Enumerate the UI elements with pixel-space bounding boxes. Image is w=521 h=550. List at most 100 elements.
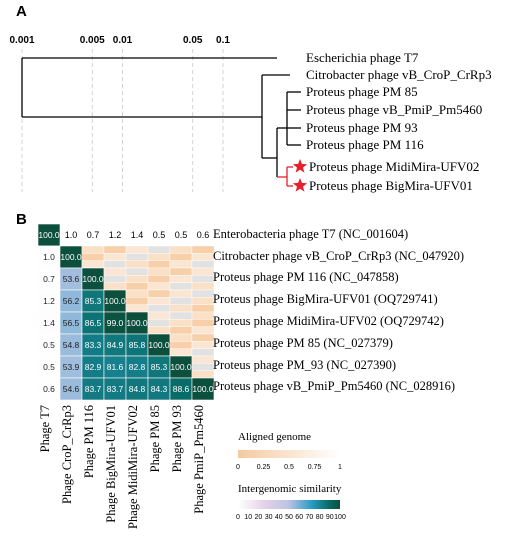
legend-similarity-tick: 40 xyxy=(275,514,283,521)
heatmap-cell-value: 86.5 xyxy=(85,318,102,328)
aligned-fraction-stripe xyxy=(169,245,193,254)
legend-similarity-tick: 80 xyxy=(316,514,324,521)
aligned-fraction-stripe xyxy=(169,267,193,276)
heatmap-cell-value: 100.0 xyxy=(192,384,214,394)
legend-similarity-colorbar xyxy=(238,500,340,509)
row-label: Citrobacter phage vB_CroP_CrRp3 (NC_0479… xyxy=(213,249,464,263)
aligned-fraction-stripe xyxy=(169,297,193,305)
heatmap-cell-value: 1.0 xyxy=(43,252,55,262)
aligned-fraction-stripe xyxy=(191,370,215,379)
heatmap-cell-value: 0.6 xyxy=(43,384,55,394)
heatmap-cell-value: 100.0 xyxy=(148,340,170,350)
heatmap-cell-value: 0.5 xyxy=(43,340,55,350)
aligned-fraction-stripe xyxy=(169,348,193,357)
heatmap-cell-value: 53.6 xyxy=(63,274,80,284)
heatmap-cell-value: 100.0 xyxy=(82,274,104,284)
heatmap-cell-value: 83.3 xyxy=(85,340,102,350)
aligned-fraction-stripe xyxy=(103,253,127,261)
row-label: Proteus phage MidiMira-UFV02 (OQ729742) xyxy=(213,314,444,328)
legend-aligned-ticks: 0 0.25 0.5 0.75 1 xyxy=(236,464,342,471)
heatmap-cell-value: 1.2 xyxy=(43,296,55,306)
aligned-fraction-stripe xyxy=(125,253,149,261)
row-label: Enterobacteria phage T7 (NC_001604) xyxy=(213,227,408,241)
aligned-fraction-stripe xyxy=(147,245,171,254)
aligned-fraction-stripe xyxy=(169,333,193,342)
aligned-fraction-stripe xyxy=(191,341,215,349)
scale-tick-label: 0.01 xyxy=(113,35,133,46)
legend-aligned-tick: 0.5 xyxy=(284,464,294,471)
aligned-fraction-stripe xyxy=(147,275,171,283)
heatmap-cell-value: 100.0 xyxy=(126,318,148,328)
panel-b-label: B xyxy=(16,211,27,228)
aligned-fraction-stripe xyxy=(81,260,105,269)
leaf-label-t7: Escherichia phage T7 xyxy=(306,50,419,65)
heatmap-cell-value: 84.9 xyxy=(107,340,124,350)
heatmap-cell-value: 56.5 xyxy=(63,318,80,328)
aligned-fraction-stripe xyxy=(191,245,215,254)
aligned-fraction-stripe xyxy=(191,311,215,320)
aligned-fraction-stripe xyxy=(169,289,193,298)
aligned-fraction-stripe xyxy=(125,282,149,291)
legend-similarity-tick: 100 xyxy=(334,514,346,521)
heatmap-cell-value: 83.7 xyxy=(85,384,102,394)
heatmap-cell-value: 88.6 xyxy=(173,384,190,394)
legend-aligned-tick: 0 xyxy=(236,464,240,471)
leaf-label-bigmira: Proteus phage BigMira-UFV01 xyxy=(309,178,473,193)
aligned-fraction-stripe xyxy=(81,245,105,254)
heatmap-top-row-values: 1.0 0.7 1.2 1.4 0.5 0.5 0.6 xyxy=(65,230,210,240)
aligned-fraction-stripe xyxy=(147,319,171,327)
aligned-fraction-stripe xyxy=(191,282,215,291)
top-row-value: 0.6 xyxy=(197,230,210,240)
aligned-fraction-stripe xyxy=(191,348,215,357)
legend-aligned-tick: 1 xyxy=(338,464,342,471)
panel-a-label: A xyxy=(16,3,27,20)
aligned-fraction-stripe xyxy=(147,311,171,320)
aligned-fraction-stripe xyxy=(125,289,149,298)
heatmap-cell-value: 82.8 xyxy=(129,362,146,372)
scale-tick-label: 0.005 xyxy=(80,35,105,46)
aligned-fraction-stripe xyxy=(169,253,193,261)
aligned-fraction-stripe xyxy=(169,326,193,335)
legend-similarity-title: Intergenomic similarity xyxy=(238,483,342,495)
heatmap-row-labels: Enterobacteria phage T7 (NC_001604) Citr… xyxy=(213,227,464,393)
aligned-fraction-stripe xyxy=(147,267,171,276)
leaf-label-pm116: Proteus phage PM 116 xyxy=(306,137,424,152)
heatmap-column-labels: Phage T7 Phage CroP_CrRp3 Phage PM 116 P… xyxy=(38,405,206,529)
legend-similarity-tick: 10 xyxy=(244,514,252,521)
aligned-fraction-stripe xyxy=(147,289,171,298)
top-row-value: 0.5 xyxy=(153,230,166,240)
legend-similarity-tick: 0 xyxy=(236,514,240,521)
heatmap-cell-value: 1.4 xyxy=(43,318,55,328)
row-label: Proteus phage vB_PmiP_Pm5460 (NC_028916) xyxy=(213,379,455,393)
aligned-fraction-stripe xyxy=(103,267,127,276)
aligned-fraction-stripe xyxy=(147,326,171,335)
heatmap-cell-value: 53.9 xyxy=(63,362,80,372)
heatmap-cell-value: 99.0 xyxy=(107,318,124,328)
aligned-fraction-stripe xyxy=(191,319,215,327)
aligned-fraction-stripe xyxy=(147,282,171,291)
aligned-fraction-stripe xyxy=(147,260,171,269)
leaf-label-pm93: Proteus phage PM 93 xyxy=(306,120,418,135)
phylogenetic-tree xyxy=(21,57,301,187)
aligned-fraction-stripe xyxy=(147,304,171,313)
aligned-fraction-stripe xyxy=(81,253,105,261)
aligned-fraction-stripe xyxy=(191,253,215,261)
aligned-fraction-stripe xyxy=(169,341,193,349)
aligned-fraction-stripe xyxy=(191,326,215,335)
heatmap-cell-value: 0.5 xyxy=(43,362,55,372)
aligned-fraction-stripe xyxy=(169,275,193,283)
aligned-fraction-stripe xyxy=(125,275,149,283)
aligned-fraction-stripe xyxy=(191,275,215,283)
legend-similarity-tick: 90 xyxy=(326,514,334,521)
column-label: Phage BigMira-UFV01 xyxy=(104,405,118,523)
aligned-fraction-stripe xyxy=(103,260,127,269)
leaf-label-midimira: Proteus phage MidiMira-UFV02 xyxy=(309,159,479,174)
column-label: Phage T7 xyxy=(38,405,52,452)
column-label: Phage MidiMira-UFV02 xyxy=(126,405,140,529)
heatmap-cell xyxy=(191,377,215,401)
top-row-value: 0.7 xyxy=(87,230,100,240)
top-row-value: 1.2 xyxy=(109,230,122,240)
aligned-fraction-stripe xyxy=(191,363,215,371)
aligned-fraction-stripe xyxy=(147,297,171,305)
scale-tick-label: 0.1 xyxy=(216,35,230,46)
